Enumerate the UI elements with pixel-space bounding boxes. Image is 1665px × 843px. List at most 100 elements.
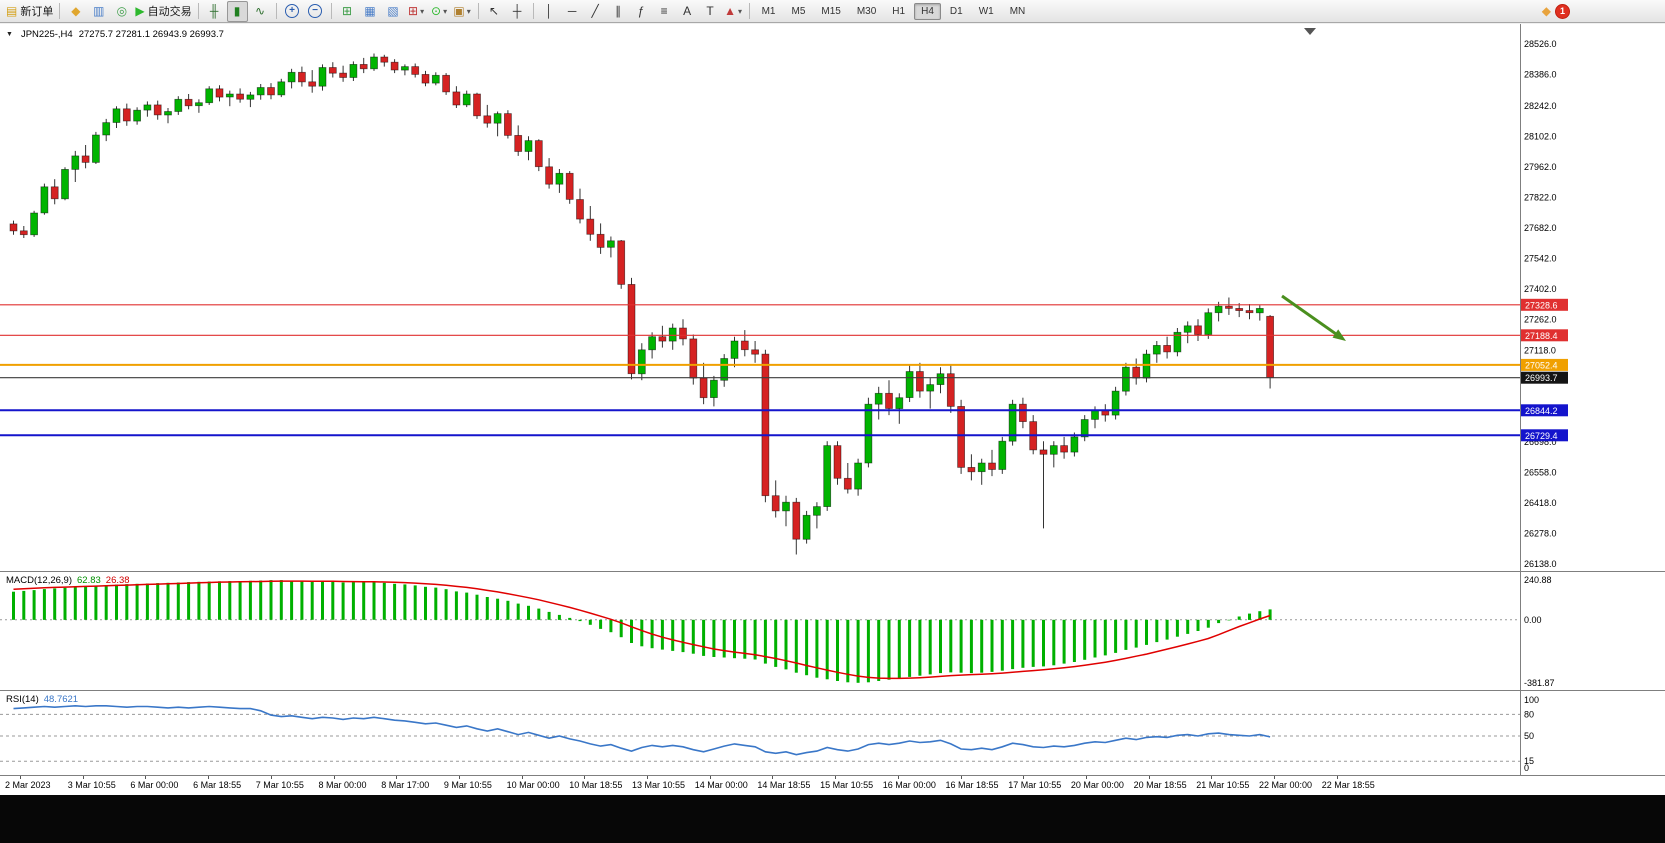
macd-histogram-bar xyxy=(259,580,263,620)
main-chart-panel[interactable]: 28526.0 28386.0 28242.0 28102.0 27962.0 27822… xyxy=(0,24,1665,571)
candle-body xyxy=(751,349,759,355)
timeframe-button-m15[interactable]: M15 xyxy=(821,5,841,17)
macd-signal-value: 26.38 xyxy=(105,575,130,586)
price-tag-label: 27188.4 xyxy=(1525,331,1558,341)
autotrading-button[interactable]: ▶ 自动交易 xyxy=(134,1,192,22)
candle-body xyxy=(998,440,1007,470)
text-button[interactable]: A xyxy=(677,1,698,22)
timeframe-button-m1[interactable]: M1 xyxy=(761,5,776,17)
template-dropdown[interactable]: ▣ ▾ xyxy=(452,1,473,22)
candle-body xyxy=(133,109,141,122)
macd-histogram-bar xyxy=(1042,619,1045,667)
period-dropdown[interactable]: ⊙ ▾ xyxy=(429,1,450,22)
alert-icon[interactable]: ◆ xyxy=(1541,4,1551,18)
new-order-button[interactable]: ▤ 新订单 xyxy=(5,1,54,22)
macd-histogram-bar xyxy=(403,584,407,620)
candle-body xyxy=(184,98,193,107)
rsi-canvas[interactable]: 100 80 50 150 xyxy=(0,691,1665,775)
macd-histogram-bar xyxy=(990,619,994,672)
text-label-button[interactable]: T xyxy=(700,1,721,22)
candle-body xyxy=(1122,366,1130,392)
macd-canvas[interactable]: 240.88 0.00 -381.87 xyxy=(0,572,1665,690)
time-axis-label: 8 Mar 17:00 xyxy=(381,780,430,790)
timeframe-button-w1[interactable]: W1 xyxy=(978,5,994,17)
macd-histogram-bar xyxy=(485,597,489,620)
autotrading-button-label: 自动交易 xyxy=(147,6,192,18)
fibonacci-button[interactable]: ƒ xyxy=(631,1,652,22)
timeframe-button-d1[interactable]: D1 xyxy=(949,5,963,17)
notification-badge[interactable]: 1 xyxy=(1556,4,1569,18)
candle-body xyxy=(534,140,543,168)
one-click-trading-toggle[interactable]: ▼ xyxy=(6,31,13,38)
market-watch-button[interactable]: ◆ xyxy=(65,1,86,22)
macd-histogram-bar xyxy=(763,619,767,664)
candle-body xyxy=(1163,345,1171,353)
navigator-button[interactable]: ◎ xyxy=(111,1,132,22)
macd-histogram-bar xyxy=(176,582,180,620)
main-chart-canvas[interactable]: 28526.0 28386.0 28242.0 28102.0 27962.0 27822… xyxy=(0,24,1665,571)
ruler-button[interactable]: ≡ xyxy=(654,1,675,22)
panel-separator[interactable] xyxy=(0,571,1665,572)
crosshair-button[interactable]: ┼ xyxy=(507,1,528,22)
macd-histogram-bar xyxy=(475,594,479,620)
macd-histogram-bar xyxy=(928,619,932,675)
timeframe-button-m30[interactable]: M30 xyxy=(856,5,877,17)
macd-histogram-bar xyxy=(125,584,129,620)
timeframe-button-h4[interactable]: H4 xyxy=(914,2,941,20)
new-chart-icon: ⊞ xyxy=(408,4,419,18)
macd-histogram-bar xyxy=(382,582,386,620)
shapes-dropdown[interactable]: ▲ ▾ xyxy=(723,1,744,22)
time-axis[interactable]: 2 Mar 2023 3 Mar 10:55 6 Mar 00:00 6 Mar 18… xyxy=(0,775,1665,795)
macd-histogram-bar xyxy=(32,590,36,620)
horizontal-line-button[interactable]: ─ xyxy=(562,1,583,22)
timeframe-button-h1[interactable]: H1 xyxy=(892,5,906,17)
candle-body xyxy=(164,111,172,116)
candle-body xyxy=(225,93,234,98)
chart-shift-marker[interactable] xyxy=(1304,28,1316,35)
cascade-windows-button[interactable]: ▧ xyxy=(383,1,404,22)
macd-histogram-bar xyxy=(331,581,335,620)
candle-body xyxy=(617,240,626,285)
candle-body xyxy=(792,501,801,540)
candle-body xyxy=(205,88,214,104)
candle-body xyxy=(637,349,646,375)
time-axis-label: 2 Mar 2023 xyxy=(5,780,51,790)
symbol-ohlc: 27275.7 27281.1 26943.9 26993.7 xyxy=(78,29,224,40)
bar-chart-button[interactable]: ╫ xyxy=(204,1,225,22)
zoom-out-button[interactable]: − xyxy=(305,1,326,22)
timeframe-button-mn[interactable]: MN xyxy=(1009,5,1026,17)
candlestick-chart-button[interactable]: ▮ xyxy=(226,0,248,22)
tile-windows-button[interactable]: ▦ xyxy=(360,1,381,22)
channel-button[interactable]: ∥ xyxy=(608,1,629,22)
vertical-line-button[interactable]: │ xyxy=(539,1,560,22)
zoom-in-button[interactable]: + xyxy=(282,1,303,22)
tile-windows-icon: ▦ xyxy=(364,4,376,18)
macd-histogram-bar xyxy=(22,590,26,620)
macd-panel[interactable]: 240.88 0.00 -381.87 MACD(12,26,9) 62.83 26… xyxy=(0,572,1665,690)
trendline-button[interactable]: ╱ xyxy=(585,1,606,22)
candle-body xyxy=(1245,310,1254,314)
macd-histogram-bar xyxy=(609,619,613,633)
cursor-button[interactable]: ↖ xyxy=(484,1,505,22)
price-axis-label: 26138.0 xyxy=(1524,559,1557,569)
timeframe-button-m5[interactable]: M5 xyxy=(791,5,806,17)
panel-separator[interactable] xyxy=(0,690,1665,691)
price-axis-label: 27962.0 xyxy=(1524,162,1557,172)
macd-histogram-bar xyxy=(248,580,252,620)
candle-body xyxy=(1235,308,1244,311)
time-axis-label: 16 Mar 00:00 xyxy=(882,780,936,790)
candle-body xyxy=(895,397,904,409)
line-chart-button[interactable]: ∿ xyxy=(250,1,271,22)
candle-body xyxy=(493,113,502,124)
macd-histogram-bar xyxy=(1165,619,1169,640)
new-chart-dropdown[interactable]: ⊞ ▾ xyxy=(406,1,427,22)
macd-histogram-bar xyxy=(1083,619,1087,660)
time-axis-tick xyxy=(772,776,774,779)
trend-arrow-annotation[interactable] xyxy=(1281,294,1340,338)
candle-body xyxy=(277,81,286,96)
macd-axis-label: 0.00 xyxy=(1524,615,1542,625)
data-window-button[interactable]: ▥ xyxy=(88,1,109,22)
grid-button[interactable]: ⊞ xyxy=(337,1,358,22)
price-tag-label: 26729.4 xyxy=(1525,431,1558,441)
rsi-panel[interactable]: 100 80 50 15 0 RSI(14) 48.7621 xyxy=(0,691,1665,775)
